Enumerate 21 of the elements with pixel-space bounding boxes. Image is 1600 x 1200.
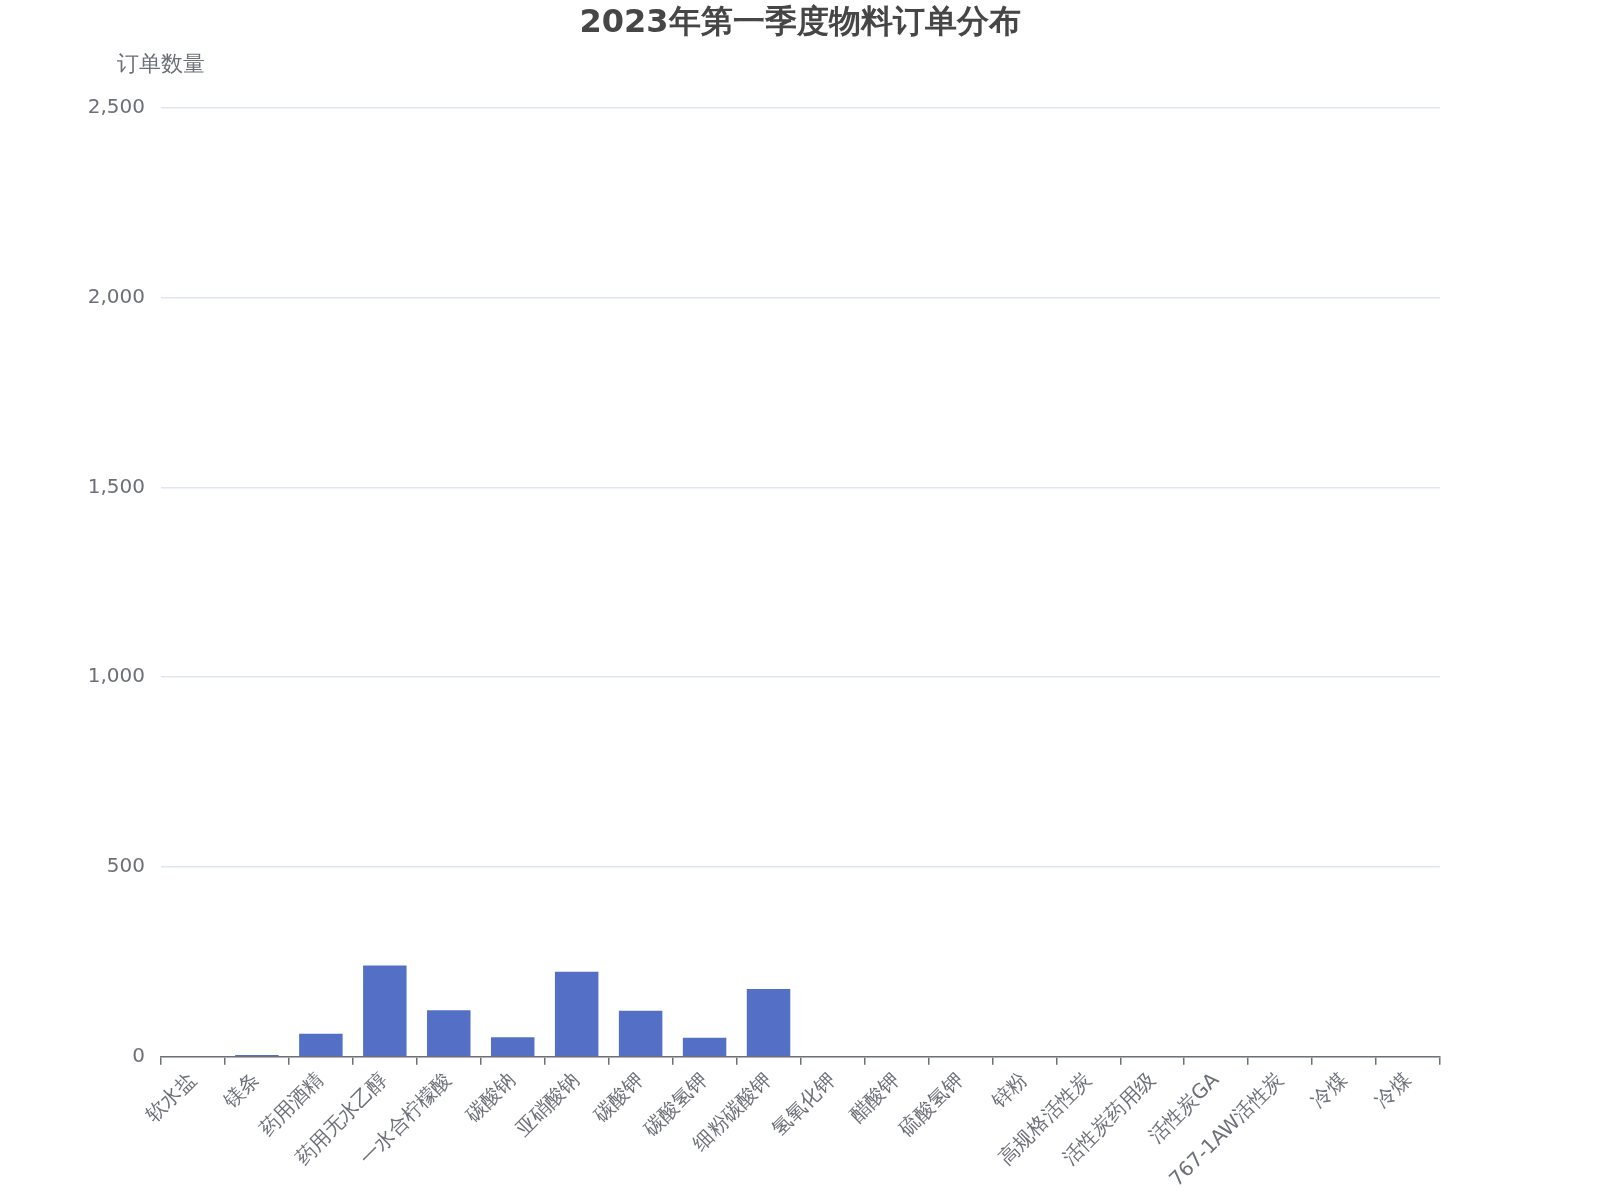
bar bbox=[299, 1033, 343, 1056]
bar bbox=[682, 1037, 727, 1056]
y-tick-label: 500 bbox=[106, 853, 145, 878]
bar bbox=[618, 1010, 663, 1056]
x-tick-label: 镁条 bbox=[218, 1067, 265, 1114]
y-tick-label: 2,000 bbox=[87, 283, 145, 308]
x-tick-label: 锌粉 bbox=[985, 1067, 1032, 1114]
bar bbox=[554, 971, 599, 1056]
y-tick-label: 0 bbox=[132, 1042, 145, 1067]
bar bbox=[427, 1010, 471, 1056]
chart-title: 2023年第一季度物料订单分布 bbox=[579, 2, 1021, 41]
bar bbox=[746, 989, 791, 1056]
bar bbox=[363, 965, 407, 1056]
bar bbox=[490, 1037, 535, 1056]
x-tick-label: 冷煤 bbox=[1369, 1067, 1416, 1113]
y-tick-label: 1,000 bbox=[87, 663, 145, 688]
y-tick-label: 2,500 bbox=[87, 94, 145, 119]
y-tick-label: 1,500 bbox=[87, 473, 145, 498]
y-axis-title: 订单数量 bbox=[117, 50, 205, 76]
x-tick-label: 软水盐 bbox=[140, 1067, 201, 1127]
x-tick-label: 冷煤 bbox=[1306, 1067, 1352, 1113]
